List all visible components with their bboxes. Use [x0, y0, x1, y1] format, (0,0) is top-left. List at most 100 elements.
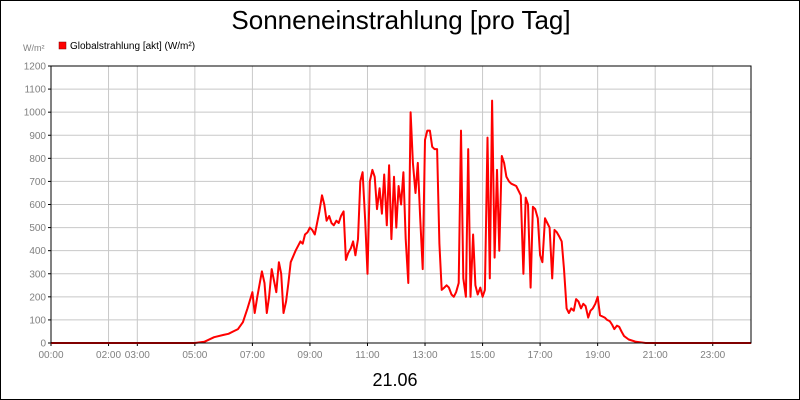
data-point [412, 162, 414, 164]
data-point [561, 240, 563, 242]
data-point [398, 185, 400, 187]
x-tick-label: 19:00 [585, 350, 610, 361]
data-point [472, 233, 474, 236]
data-point [458, 282, 460, 284]
y-tick-label: 0 [40, 339, 46, 350]
data-point [352, 240, 354, 242]
data-point [314, 233, 316, 236]
data-point [340, 215, 342, 217]
data-point [587, 317, 589, 319]
data-point [256, 296, 258, 298]
data-point [525, 197, 527, 199]
data-point [534, 208, 536, 210]
data-point [539, 254, 541, 256]
data-point [386, 224, 388, 226]
x-tick-label: 00:00 [38, 350, 63, 361]
data-point [364, 220, 366, 222]
data-point [448, 287, 450, 289]
data-point [635, 341, 637, 343]
y-tick-label: 100 [29, 315, 46, 326]
data-point [388, 164, 390, 166]
data-point [410, 111, 412, 113]
data-point [273, 280, 275, 282]
data-point [611, 323, 613, 326]
data-point [383, 173, 385, 176]
data-point [589, 310, 592, 312]
data-point [604, 317, 606, 319]
data-point [237, 328, 239, 330]
x-tick-label: 11:00 [355, 350, 380, 361]
data-point [575, 298, 577, 300]
y-tick-label: 800 [29, 154, 46, 165]
data-point [585, 305, 587, 307]
x-tick-label: 05:00 [182, 350, 207, 361]
y-axis-unit-label: W/m² [23, 43, 45, 53]
data-point [357, 238, 359, 240]
x-tick-label: 03:00 [125, 350, 150, 361]
data-point [618, 326, 620, 328]
data-point [450, 293, 453, 296]
grid-lines [51, 66, 751, 343]
data-point [532, 206, 534, 208]
data-point [254, 312, 256, 314]
data-point [530, 287, 532, 289]
data-point [424, 139, 426, 141]
data-point [295, 250, 297, 252]
data-point [505, 176, 507, 178]
data-point [328, 215, 330, 217]
data-point [577, 300, 580, 302]
data-point [455, 291, 457, 293]
data-point [508, 180, 510, 182]
data-point [515, 185, 517, 187]
data-point [354, 254, 356, 256]
data-point [227, 333, 230, 335]
data-point [580, 307, 582, 309]
data-point [606, 319, 608, 321]
data-point [429, 130, 431, 132]
data-point [594, 303, 596, 305]
data-point [321, 194, 323, 196]
data-point [616, 325, 618, 327]
data-point [323, 203, 325, 206]
data-point [347, 252, 349, 254]
data-point [433, 148, 436, 150]
data-point [544, 217, 546, 219]
data-point [345, 259, 347, 261]
data-point [537, 217, 539, 219]
x-tick-label: 09:00 [297, 350, 322, 361]
data-point [376, 208, 378, 210]
data-point [510, 183, 512, 185]
data-point [246, 307, 249, 309]
y-tick-label: 500 [29, 223, 46, 234]
data-point [393, 176, 395, 178]
y-tick-label: 200 [29, 292, 46, 303]
data-point [330, 222, 333, 224]
data-point [318, 210, 320, 212]
data-point [436, 148, 438, 150]
data-point [568, 312, 570, 314]
legend-label: Globalstrahlung [akt] (W/m²) [70, 41, 195, 52]
y-tick-label: 1000 [24, 108, 47, 119]
data-point [275, 291, 277, 293]
y-tick-label: 700 [29, 177, 46, 188]
chart-title: Sonneneinstrahlung [pro Tag] [231, 5, 570, 35]
data-point [443, 287, 445, 289]
data-point [285, 300, 287, 302]
y-tick-label: 400 [29, 246, 46, 257]
data-point [486, 137, 489, 139]
data-point [290, 261, 292, 263]
x-tick-label: 13:00 [413, 350, 438, 361]
x-tick-label: 15:00 [470, 350, 495, 361]
data-point [362, 171, 364, 173]
date-label: 21.06 [372, 370, 417, 390]
data-point [462, 277, 464, 279]
data-point [278, 261, 280, 263]
data-point [307, 231, 309, 233]
data-point [335, 220, 337, 222]
data-point [343, 210, 345, 212]
data-point [489, 277, 491, 279]
data-point [369, 180, 371, 182]
data-point [426, 130, 428, 132]
data-point [563, 268, 565, 270]
